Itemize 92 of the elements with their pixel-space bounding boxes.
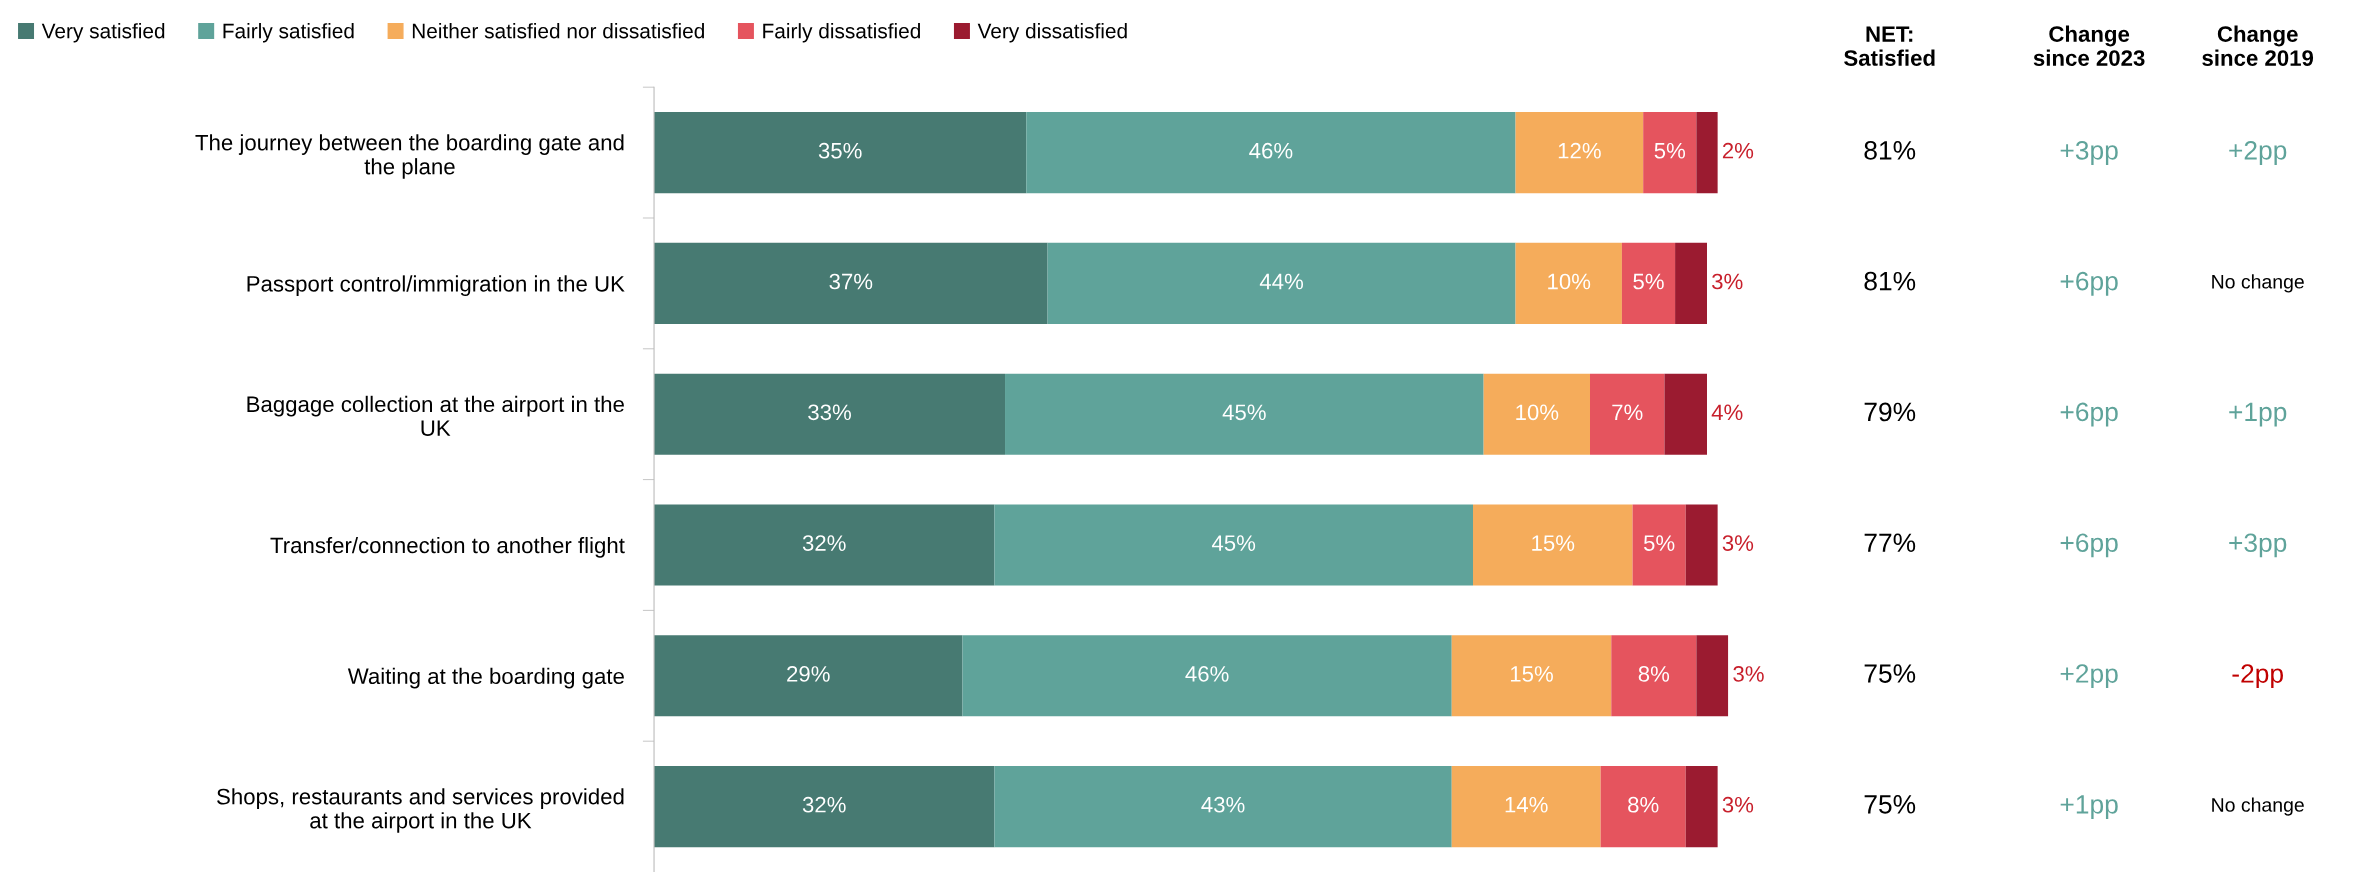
- bar: [1483, 373, 1590, 455]
- text: 81%: [1864, 271, 1916, 291]
- data-label: 3%: [1722, 796, 1754, 813]
- data-label: 46%: [1249, 142, 1293, 159]
- data-label: 5%: [1654, 142, 1686, 159]
- bar: [962, 635, 1452, 717]
- data-label: 4%: [1711, 404, 1743, 421]
- text: +2pp: [2229, 141, 2287, 165]
- text: +6pp: [2060, 402, 2118, 427]
- text: Change since 2019: [2202, 25, 2314, 66]
- data-label: 12%: [1558, 142, 1601, 159]
- text: +1pp: [2060, 795, 2118, 819]
- bar: [1515, 242, 1622, 324]
- data-label: 10%: [1516, 404, 1559, 421]
- data-label: 45%: [1222, 404, 1266, 421]
- bar: [1451, 635, 1612, 717]
- data-label: 33%: [808, 404, 851, 421]
- legend-label: Fairly dissatisfied: [763, 23, 920, 43]
- bar: [1643, 112, 1697, 194]
- data-label: 15%: [1532, 535, 1575, 551]
- y-tick-label: Baggage collection at the airport in the UK: [247, 395, 624, 437]
- bar: [654, 242, 1048, 324]
- legend-label: Fairly satisfied: [223, 23, 354, 43]
- text: +6pp: [2060, 271, 2118, 296]
- bar: [994, 504, 1474, 586]
- bar: [1026, 112, 1516, 194]
- bar: [1047, 242, 1516, 324]
- data-label: 5%: [1643, 535, 1675, 551]
- bar: [1451, 766, 1601, 848]
- bar: [1696, 635, 1729, 717]
- text: +1pp: [2229, 402, 2287, 427]
- bar: [1473, 504, 1633, 586]
- data-label: 35%: [818, 142, 862, 159]
- data-label: 10%: [1548, 273, 1591, 290]
- data-label: 14%: [1505, 796, 1548, 813]
- data-label: 3%: [1733, 666, 1764, 682]
- bar: [1611, 635, 1697, 717]
- bar: [994, 766, 1452, 848]
- bar: [654, 373, 1006, 455]
- text: 79%: [1864, 402, 1916, 422]
- data-label: 32%: [802, 535, 846, 551]
- bar: [1685, 504, 1718, 586]
- bar: [654, 766, 995, 848]
- bar: [1590, 373, 1665, 455]
- data-label: 29%: [787, 666, 830, 682]
- y-tick-label: The journey between the boarding gate and the plane: [195, 134, 624, 179]
- data-label: 3%: [1712, 273, 1743, 290]
- bar: [654, 504, 995, 586]
- text: -2pp: [2232, 664, 2283, 689]
- bar: [1685, 766, 1718, 848]
- text: +3pp: [2229, 533, 2287, 558]
- text: 75%: [1864, 664, 1916, 683]
- data-label: 8%: [1638, 666, 1670, 682]
- text: NET: Satisfied: [1844, 26, 1935, 66]
- data-label: 5%: [1633, 273, 1664, 290]
- data-label: 15%: [1510, 666, 1553, 682]
- y-tick-label: Shops, restaurants and services provided at the airport in the UK: [217, 788, 624, 833]
- data-label: 43%: [1201, 796, 1245, 813]
- text: Change since 2023: [2033, 25, 2145, 66]
- bar: [1515, 112, 1644, 194]
- data-label: 45%: [1211, 535, 1256, 551]
- data-label: 8%: [1628, 796, 1659, 813]
- y-tick-label: Waiting at the boarding gate: [347, 667, 624, 689]
- data-label: 44%: [1259, 273, 1304, 290]
- text: 75%: [1864, 795, 1916, 814]
- bar: [654, 635, 963, 717]
- data-label: 2%: [1722, 142, 1754, 159]
- bar: [654, 112, 1027, 194]
- text: No change: [2212, 797, 2304, 816]
- text: No change: [2212, 274, 2304, 293]
- text: 81%: [1864, 141, 1916, 160]
- bar: [1696, 112, 1718, 194]
- text: 77%: [1864, 533, 1916, 552]
- text: +2pp: [2060, 664, 2118, 689]
- bar: [1621, 242, 1676, 324]
- data-label: 32%: [802, 796, 846, 813]
- legend-label: Very satisfied: [41, 23, 165, 43]
- bar: [1675, 242, 1707, 324]
- text: +6pp: [2060, 533, 2118, 558]
- legend-label: Neither satisfied nor dissatisfied: [412, 23, 704, 39]
- text: +3pp: [2060, 141, 2118, 165]
- bar: [1600, 766, 1686, 848]
- data-label: 37%: [829, 273, 873, 290]
- bar: [1632, 504, 1686, 586]
- data-label: 46%: [1185, 666, 1229, 682]
- data-label: 7%: [1612, 404, 1643, 421]
- bar: [1005, 373, 1484, 455]
- y-tick-label: Passport control/immigration in the UK: [247, 275, 625, 297]
- legend-label: Very dissatisfied: [977, 23, 1127, 43]
- data-label: 3%: [1722, 535, 1754, 551]
- y-tick-label: Transfer/connection to another flight: [270, 536, 625, 558]
- bar: [1664, 373, 1707, 455]
